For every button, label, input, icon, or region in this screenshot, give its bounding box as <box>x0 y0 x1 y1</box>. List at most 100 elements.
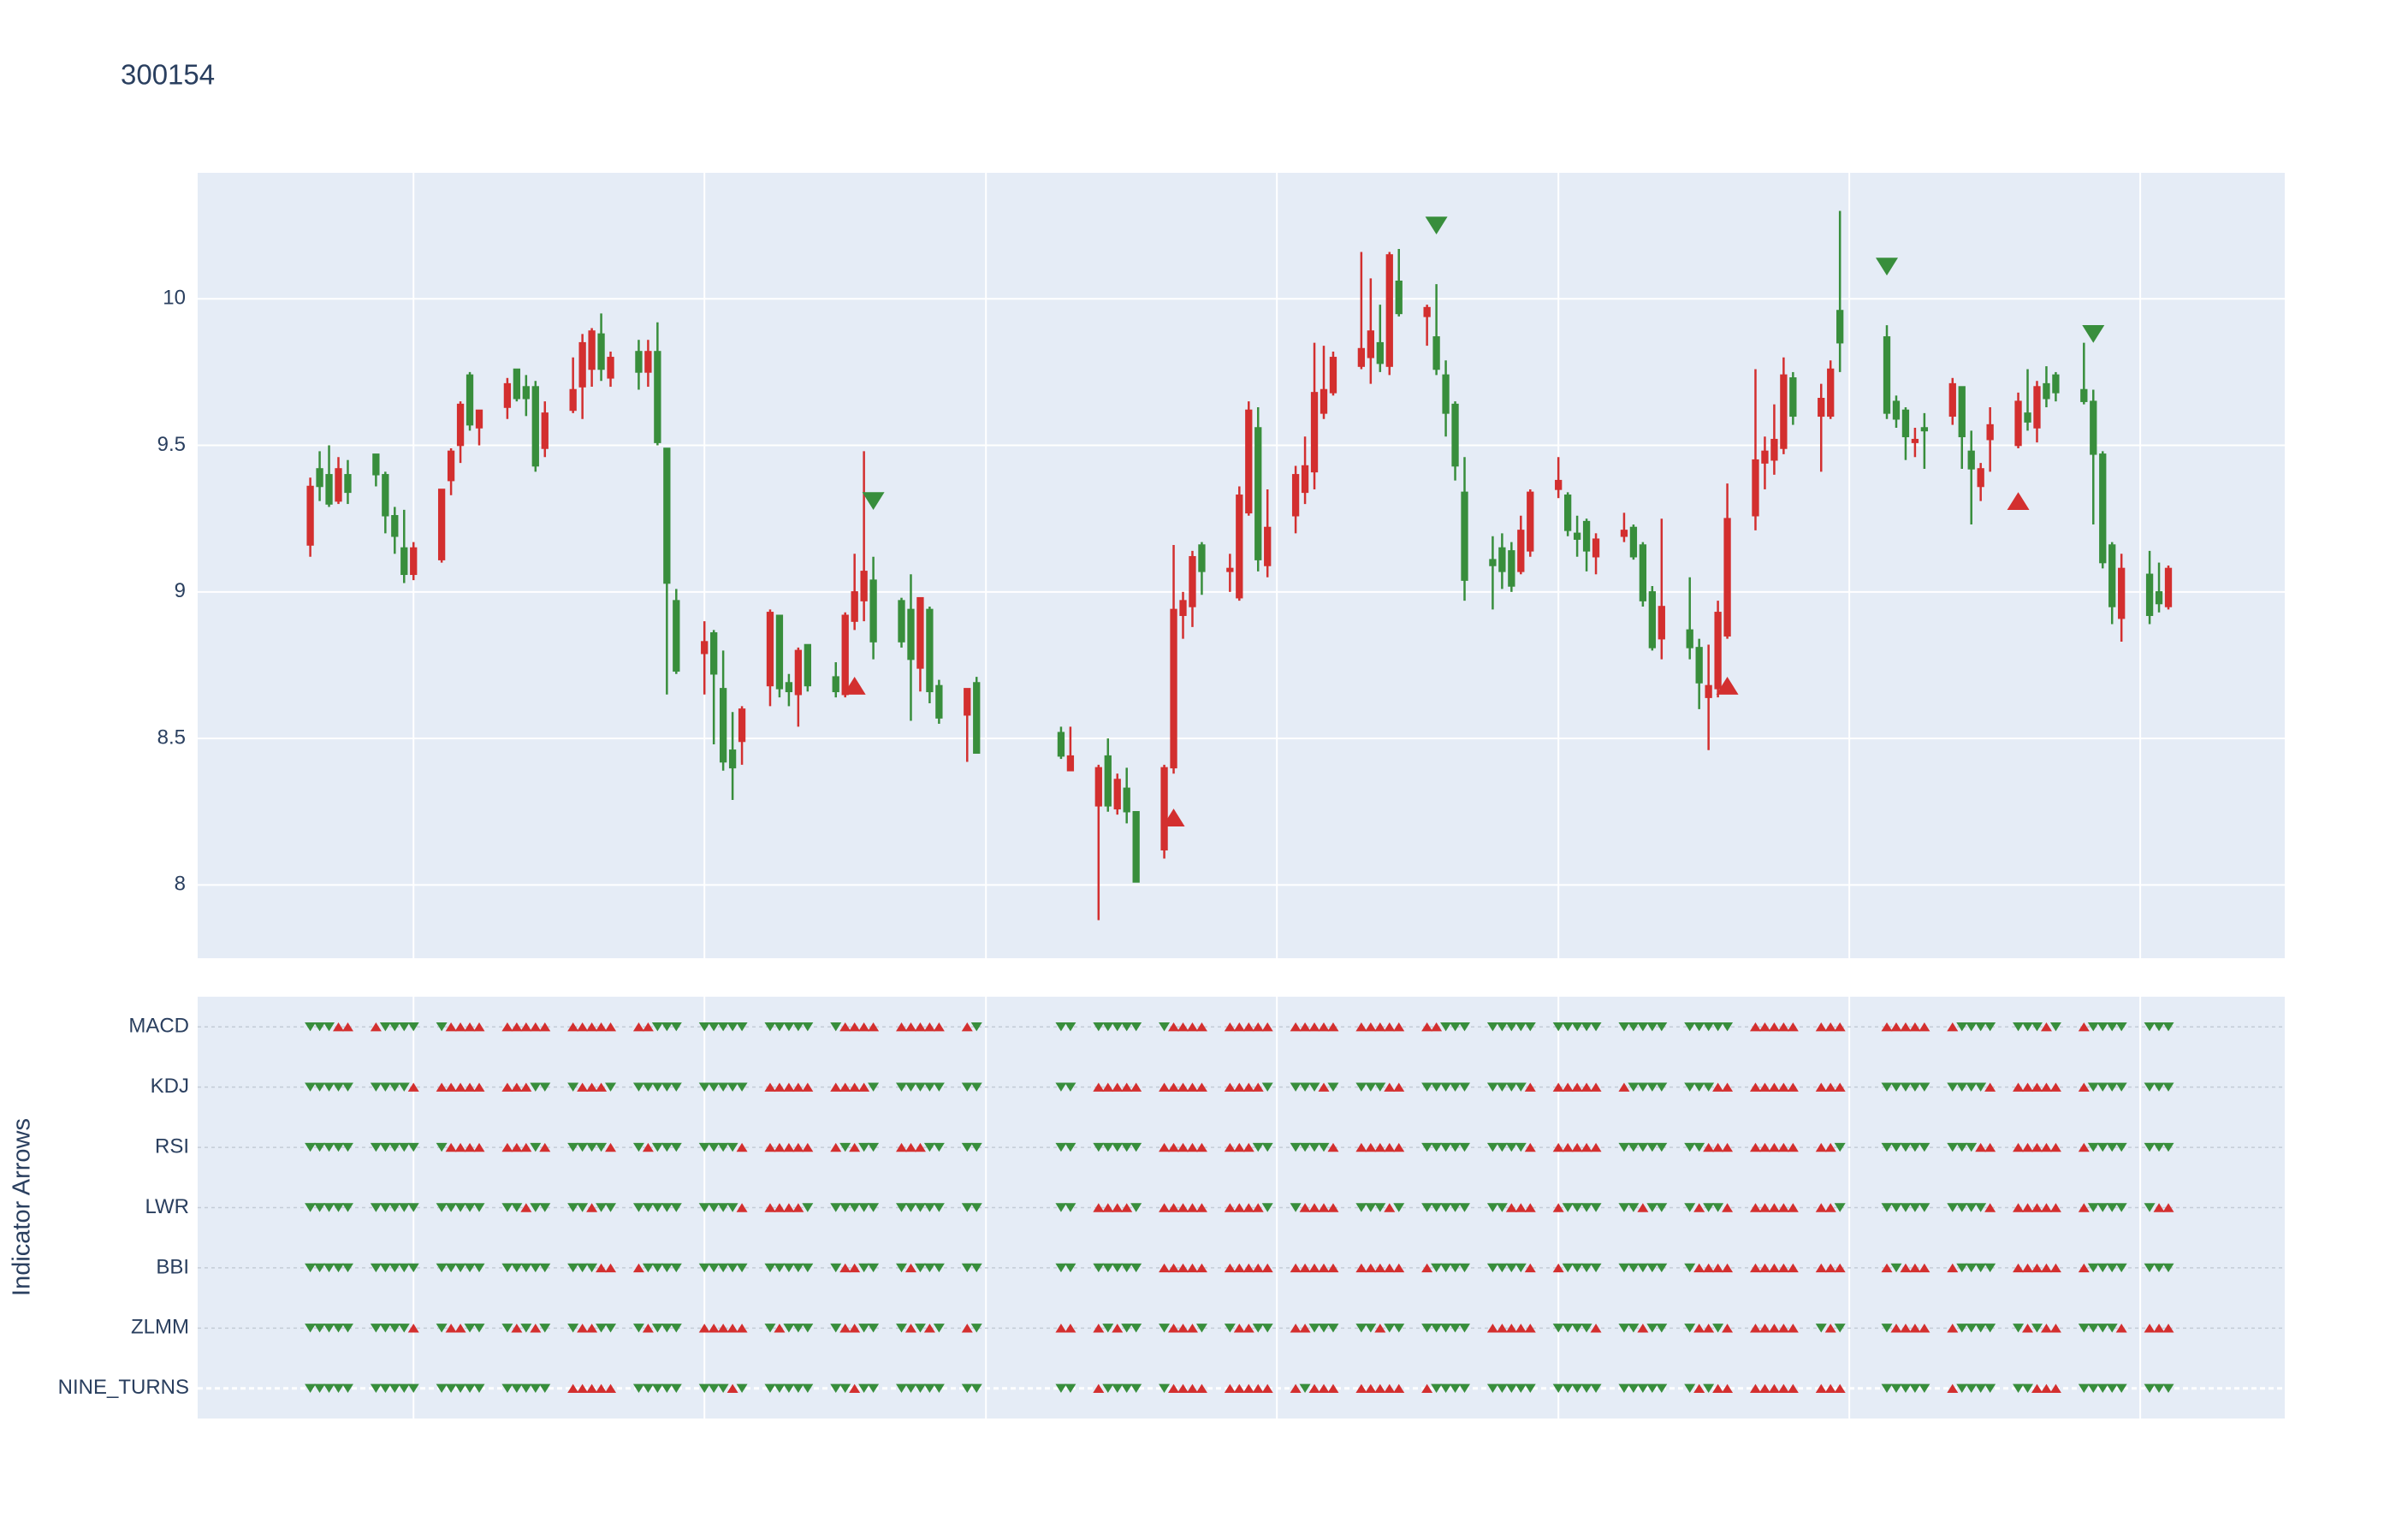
indicator-arrow <box>1233 1324 1245 1333</box>
indicator-arrow <box>1065 1263 1076 1273</box>
indicator-arrow <box>1909 1082 1921 1092</box>
indicator-arrow <box>1722 1022 1734 1032</box>
indicator-arrow <box>1195 1383 1207 1393</box>
indicator-arrow <box>2162 1263 2174 1273</box>
indicator-arrow <box>1299 1203 1311 1212</box>
indicator-arrow <box>642 1203 654 1212</box>
indicator-arrow <box>445 1022 457 1032</box>
indicator-arrow <box>1459 1142 1471 1152</box>
indicator-arrow <box>970 1142 982 1152</box>
indicator-arrow <box>1318 1082 1330 1092</box>
candle-body <box>569 388 577 412</box>
indicator-arrow <box>1308 1203 1320 1212</box>
candle-body <box>860 571 868 601</box>
indicator-arrow <box>914 1203 926 1212</box>
indicator-arrow <box>1590 1203 1602 1212</box>
candle-body <box>1329 357 1337 394</box>
indicator-arrow <box>2115 1142 2127 1152</box>
indicator-arrow <box>1562 1142 1574 1152</box>
indicator-arrow <box>1562 1203 1574 1212</box>
indicator-arrow <box>642 1383 654 1393</box>
indicator-arrow <box>473 1203 485 1212</box>
indicator-arrow <box>379 1324 391 1333</box>
indicator-arrow <box>1365 1263 1377 1273</box>
candle-body <box>513 368 521 400</box>
indicator-arrow <box>698 1082 710 1092</box>
indicator-arrow <box>1496 1082 1508 1092</box>
indicator-arrow <box>2096 1082 2108 1092</box>
indicator-arrow <box>839 1082 851 1092</box>
candle-body <box>1527 491 1534 552</box>
indicator-arrow <box>1177 1082 1189 1092</box>
indicator-arrow <box>1233 1142 1245 1152</box>
indicator-arrow <box>1787 1082 1799 1092</box>
candle-body <box>710 632 718 675</box>
indicator-arrow <box>1890 1383 1902 1393</box>
indicator-arrow <box>577 1324 589 1333</box>
indicator-arrow <box>379 1203 391 1212</box>
indicator-arrow <box>1374 1324 1386 1333</box>
indicator-arrow <box>1112 1142 1124 1152</box>
indicator-arrow <box>1749 1203 1761 1212</box>
candle-body <box>832 676 839 693</box>
candle-body <box>578 341 586 388</box>
indicator-arrow <box>539 1022 551 1032</box>
indicator-arrow <box>698 1263 710 1273</box>
indicator-arrow <box>661 1203 673 1212</box>
candle-body <box>1761 450 1769 464</box>
indicator-arrow <box>1374 1022 1386 1032</box>
indicator-arrow <box>1242 1324 1254 1333</box>
indicator-arrow <box>501 1324 513 1333</box>
indicator-arrow <box>305 1142 317 1152</box>
indicator-arrow <box>314 1383 326 1393</box>
candle-body <box>1592 538 1600 558</box>
indicator-arrow <box>2013 1142 2025 1152</box>
indicator-arrow <box>1749 1142 1761 1152</box>
candle-body <box>2024 412 2031 423</box>
indicator-arrow <box>1919 1082 1930 1092</box>
indicator-arrow <box>398 1383 410 1393</box>
indicator-arrow <box>661 1142 673 1152</box>
indicator-arrow <box>1758 1383 1770 1393</box>
indicator-arrow <box>1552 1383 1564 1393</box>
candle-body <box>503 382 512 408</box>
indicator-arrow <box>1571 1383 1583 1393</box>
indicator-arrow <box>1919 1142 1930 1152</box>
indicator-arrow <box>1112 1022 1124 1032</box>
indicator-arrow <box>1787 1142 1799 1152</box>
row-label: KDJ <box>151 1075 189 1098</box>
indicator-arrow <box>1355 1263 1367 1273</box>
indicator-arrow <box>2040 1263 2052 1273</box>
indicator-arrow <box>567 1203 579 1212</box>
indicator-arrow <box>651 1203 663 1212</box>
candle-body <box>1723 518 1731 637</box>
indicator-arrow <box>868 1203 880 1212</box>
indicator-arrow <box>1628 1082 1640 1092</box>
indicator-arrow <box>605 1022 617 1032</box>
row-label: NINE_TURNS <box>58 1376 189 1399</box>
indicator-arrow <box>642 1263 654 1273</box>
indicator-arrow <box>1505 1082 1517 1092</box>
indicator-arrow <box>1637 1324 1649 1333</box>
indicator-arrow <box>1233 1022 1245 1032</box>
indicator-arrow <box>970 1383 982 1393</box>
indicator-arrow <box>783 1383 795 1393</box>
indicator-arrow <box>445 1383 457 1393</box>
indicator-arrow <box>792 1082 804 1092</box>
indicator-arrow <box>698 1383 710 1393</box>
indicator-arrow <box>2078 1203 2090 1212</box>
candle-body <box>2164 567 2173 607</box>
indicator-arrow <box>792 1203 804 1212</box>
indicator-arrow <box>1421 1022 1433 1032</box>
indicator-arrow <box>933 1082 945 1092</box>
indicator-arrow <box>1168 1263 1180 1273</box>
indicator-arrow <box>596 1383 608 1393</box>
indicator-arrow <box>501 1203 513 1212</box>
indicator-arrow <box>1224 1263 1236 1273</box>
indicator-arrow <box>1712 1263 1724 1273</box>
indicator-arrow <box>727 1324 738 1333</box>
indicator-arrow <box>670 1383 682 1393</box>
indicator-arrow <box>1524 1263 1536 1273</box>
indicator-arrow <box>1168 1383 1180 1393</box>
indicator-arrow <box>333 1324 345 1333</box>
